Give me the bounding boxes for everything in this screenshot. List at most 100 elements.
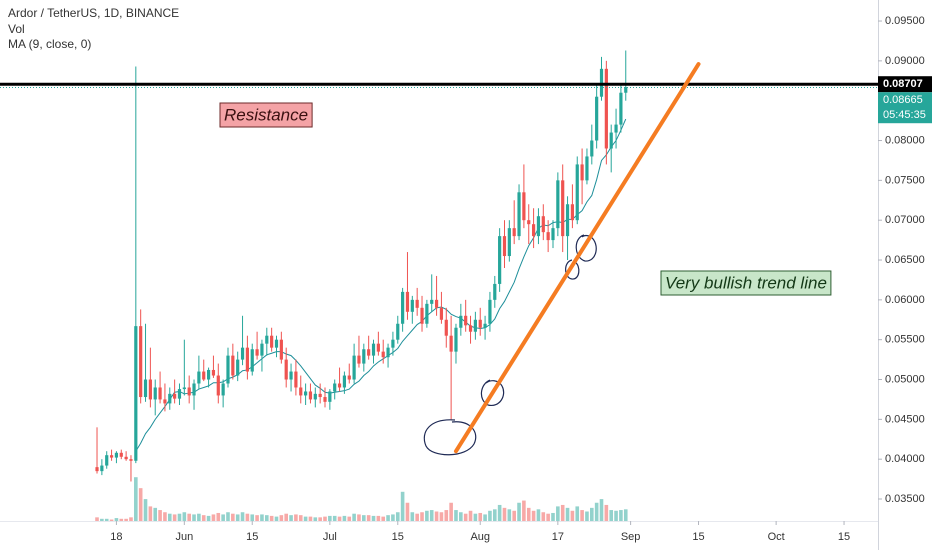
countdown-label: 05:45:35 [883,109,926,121]
x-tick-label: 15 [246,531,258,543]
x-tick-label: 15 [692,531,704,543]
candle-body [148,379,152,400]
candle-body [580,164,584,181]
annotation-box [660,270,832,296]
y-tick-label: 0.07500 [885,174,925,186]
y-tick-label: 0.07000 [885,214,925,226]
candle-body [100,465,104,472]
volume-bar [507,509,512,521]
y-tick-label: 0.04000 [885,453,925,465]
volume-bar [459,512,463,521]
trend-line [453,62,701,454]
volume-bar [604,504,609,521]
candle-body [173,393,177,399]
candle-body [139,326,143,398]
volume-bar [551,512,555,521]
marks [95,50,628,521]
volume-bar [289,515,293,521]
volume-bar [580,510,584,521]
candle-body [619,92,623,125]
volume-bar [391,514,395,521]
y-tick-label: 0.06000 [885,294,925,306]
volume-bar [298,515,303,521]
volume-bar [362,515,366,521]
volume-bar [410,512,415,521]
volume-bar [478,512,483,521]
candle-body [478,319,482,328]
candle-body [444,319,448,336]
annotation-text: Resistance [224,105,308,124]
x-tick-label: Sep [621,531,641,543]
candle-body [109,455,114,458]
candle-body [454,327,458,352]
volume-bar [429,510,434,521]
volume-bar [623,509,628,521]
y-tick-label: 0.05000 [885,373,925,385]
candle-body [459,315,463,328]
circle [575,234,597,262]
x-tick-label: 17 [552,531,564,543]
volume-bar [167,513,172,521]
volume-bar [357,514,361,521]
y-tick-label: 0.03500 [885,493,925,505]
candle-body [153,387,157,400]
volume-bar [95,517,99,521]
volume-bar [590,507,594,521]
candle-body [192,383,196,396]
candle-body [255,349,259,356]
volume-bar [454,510,458,521]
candle-body [260,343,264,356]
candle-body [323,397,327,402]
volume-bar [201,515,206,521]
candle-body [202,371,206,380]
volume-bar [366,515,371,521]
candle-body [381,351,385,358]
volume-bar [114,518,119,521]
candle-body [401,291,405,324]
candle-body [168,393,172,404]
candle-body [304,391,308,396]
candle-body [483,323,487,328]
candle-body [527,220,531,225]
volume-bar [221,514,225,521]
candle-body [541,216,545,233]
volume-bar [420,512,424,521]
volume-bar [197,513,201,521]
candle-body [449,335,453,352]
candle-body [473,319,477,332]
candle-body [284,359,288,380]
candle-body [493,283,497,300]
volume-bar [619,510,623,521]
volume-bar [434,511,439,521]
volume-bar [497,504,502,521]
volume-bar [342,515,347,521]
volume-bar [148,506,153,521]
x-tick-label: Jun [175,531,193,543]
candle-body [367,349,371,356]
ma-label: MA (9, close, 0) [8,37,91,51]
volume-bar [546,513,550,521]
volume-bar [235,514,240,521]
candle-body [376,343,380,352]
y-tick-label: 0.06500 [885,254,925,266]
candle-body [211,369,216,376]
candle-body [206,369,211,380]
candle-body [536,216,541,237]
candle-body [221,383,225,396]
candle-body [517,192,521,237]
volume-bar [206,515,211,521]
x-tick-label: Aug [470,531,490,543]
volume-bar [512,510,516,521]
candle-body [546,232,550,241]
volume-bar [109,519,114,521]
candle-body [498,236,502,284]
candle-body [124,456,128,460]
candle-body [313,393,317,400]
candle-body [415,299,419,308]
candle-body [231,355,235,376]
volume-bar [444,510,449,521]
candle-body [595,96,599,141]
candle-body [270,335,274,348]
volume-bar [473,513,478,521]
